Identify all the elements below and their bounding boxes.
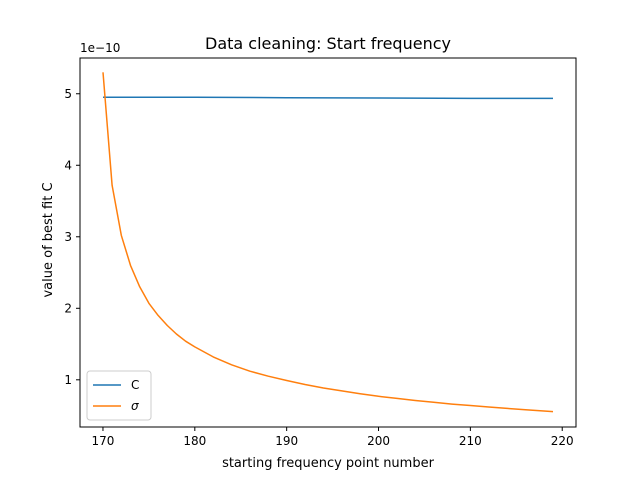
series-line-c [103,96,553,100]
plot-area [102,72,554,413]
x-axis-label: starting frequency point number [222,456,435,471]
y-tick-label: 5 [64,87,72,101]
y-tick-label: 4 [64,158,72,172]
x-tick-label: 210 [459,434,482,448]
y-offset-label: 1e−10 [80,41,120,55]
legend-label-sigma: σ [131,399,139,413]
x-tick-label: 200 [367,434,390,448]
legend-box [86,370,152,421]
y-axis-label: value of best fit C [41,182,56,297]
x-tick-label: 180 [183,434,206,448]
y-tick-label: 3 [64,230,72,244]
x-tick-label: 170 [92,434,115,448]
legend-label-c: C [131,378,139,392]
x-tick-label: 220 [551,434,574,448]
y-tick-label: 1 [64,373,72,387]
legend: Cσ [86,370,152,421]
axis-ticks: 170 180 190 200 210 220 1 2 3 4 5 [64,87,573,448]
axes-frame [79,57,577,428]
x-tick-label: 190 [275,434,298,448]
y-tick-label: 2 [64,301,72,315]
series-line-sigma [102,72,554,413]
chart-title: Data cleaning: Start frequency [205,34,451,53]
